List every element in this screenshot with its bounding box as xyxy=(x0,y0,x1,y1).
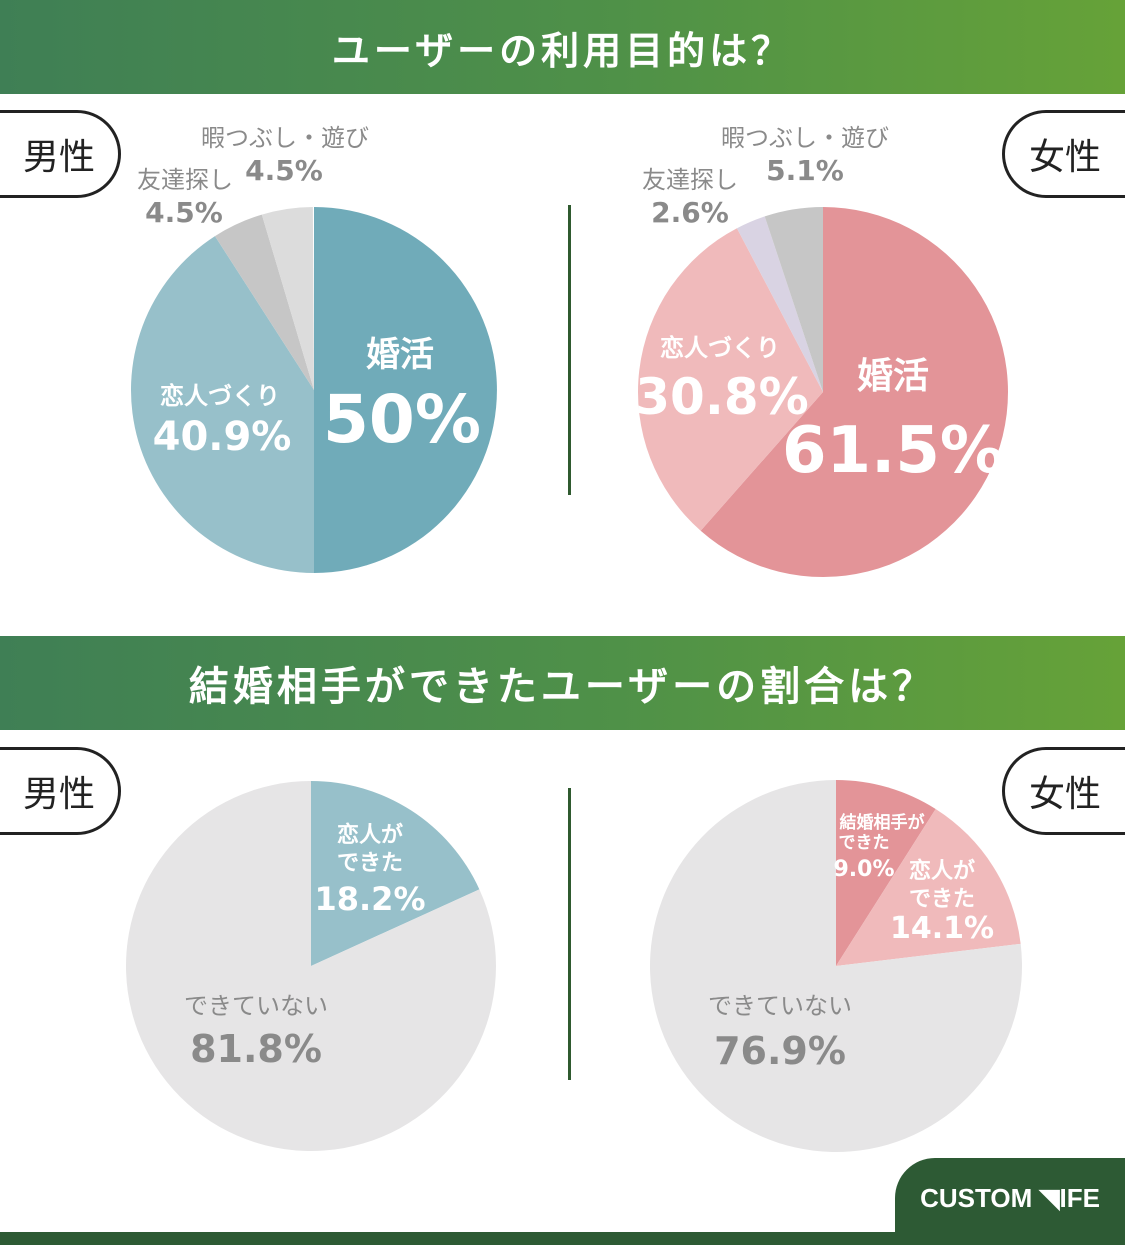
pie4-label-0b: できた xyxy=(839,833,890,853)
pie1-value-3: 4.5% xyxy=(245,154,323,187)
pie1-slice-2 xyxy=(214,214,314,390)
footer-bar xyxy=(0,1232,1125,1245)
male-tab-2: 男性 xyxy=(0,747,121,835)
section2-title: 結婚相手ができたユーザーの割合は？ xyxy=(0,636,1125,730)
pie3-label-0a: 恋人が xyxy=(337,822,403,848)
pie2-slice-0 xyxy=(700,207,1008,577)
pie4-label-1a: 恋人が xyxy=(909,858,975,884)
pie2-slice-3 xyxy=(764,207,823,392)
pie4-label-2: できていない xyxy=(708,992,852,1020)
pie3-value-0: 18.2% xyxy=(314,880,425,918)
pie2-value-1: 30.8% xyxy=(635,368,808,426)
pie4-slice-0 xyxy=(836,780,936,966)
pie1-label-3: 暇つぶし・遊び xyxy=(201,124,369,152)
pie1-label-2: 友達探し xyxy=(137,166,233,194)
section1-divider xyxy=(568,205,571,495)
pie1-label-0: 婚活 xyxy=(366,335,434,375)
pie3-label-0b: できた xyxy=(337,851,403,876)
custom-life-logo: CUSTOM ◥IFE xyxy=(895,1158,1125,1238)
female-tab-1: 女性 xyxy=(1002,110,1125,198)
pie4-slice-2 xyxy=(650,780,1023,1152)
section1-title: ユーザーの利用目的は？ xyxy=(0,0,1125,94)
pie4-value-2: 76.9% xyxy=(714,1029,846,1073)
pie4-slice-1 xyxy=(836,808,1021,966)
pie2-label-0: 婚活 xyxy=(857,356,929,397)
pie3-slice-0 xyxy=(311,781,480,966)
female-tab-2: 女性 xyxy=(1002,747,1125,835)
pie1-slice-3 xyxy=(261,207,314,390)
pie1-value-1: 40.9% xyxy=(153,414,292,460)
pie2-value-2: 2.6% xyxy=(651,196,729,229)
pie4-label-1b: できた xyxy=(909,887,975,912)
pie1-label-1: 恋人づくり xyxy=(160,382,280,410)
pie1-slice-0 xyxy=(314,207,497,573)
pie3-value-1: 81.8% xyxy=(190,1027,322,1071)
pie2-label-2: 友達探し xyxy=(642,166,738,194)
pie2-value-0: 61.5% xyxy=(782,414,1004,488)
pie1-value-2: 4.5% xyxy=(145,196,223,229)
pie4-value-0: 9.0% xyxy=(833,857,894,882)
pie1-value-0: 50% xyxy=(323,381,481,458)
pie2-slice-1 xyxy=(637,228,823,531)
pie2-slice-2 xyxy=(736,216,823,392)
section2-divider xyxy=(568,788,571,1080)
pie3-slice-1 xyxy=(125,781,496,1151)
male-tab-1: 男性 xyxy=(0,110,121,198)
pie3-label-1: できていない xyxy=(184,992,328,1020)
pie4-label-0a: 結婚相手が xyxy=(840,812,925,833)
pie1-slice-1 xyxy=(131,236,314,573)
pie4-value-1: 14.1% xyxy=(890,911,994,946)
pie2-label-1: 恋人づくり xyxy=(660,334,780,362)
pie2-label-3: 暇つぶし・遊び xyxy=(721,124,889,152)
pie2-value-3: 5.1% xyxy=(766,154,844,187)
